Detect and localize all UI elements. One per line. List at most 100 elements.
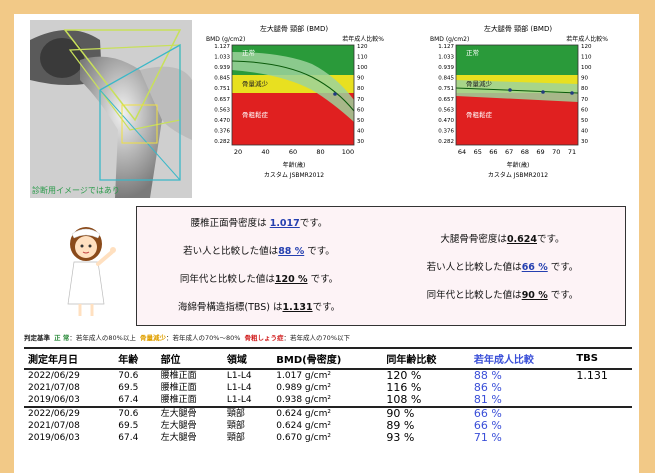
chart-x-tick-label: 60 bbox=[289, 148, 297, 156]
femur-result-box: 大腿骨骨密度は0.624です。 若い人と比較した値は66 % です。 同年代と比… bbox=[380, 206, 626, 326]
chart-x-tick-label: 100 bbox=[342, 148, 354, 156]
table-cell: 頸部 bbox=[222, 406, 273, 420]
bmd-chart-lifespan: 左大腿骨 頸部 (BMD) BMD (g/cm2) 若年成人比較% 正常 骨量減… bbox=[202, 22, 387, 212]
text: です。 bbox=[547, 290, 579, 301]
table-cell: 腰椎正面 bbox=[160, 395, 197, 405]
zone-label-reduced: 骨量減少 bbox=[242, 79, 269, 88]
chart-title: 左大腿骨 頸部 (BMD) bbox=[260, 24, 328, 33]
chart-right-unit: 若年成人比較% bbox=[566, 35, 608, 43]
table-cell: 左大腿骨 bbox=[160, 421, 197, 431]
xray-caption: 診断用イメージではあり bbox=[32, 186, 120, 195]
table-cell: 81 % bbox=[473, 393, 502, 406]
table-cell: 0.938 g/cm² bbox=[276, 395, 331, 405]
history-table: 測定年月日 年齢 部位 領域 BMD(骨密度) 同年齢比較 若年成人比較 TBS… bbox=[24, 347, 632, 444]
table-cell: 70.6 bbox=[114, 406, 157, 420]
femur-age-match-value: 90 % bbox=[521, 290, 548, 301]
femur-xray-graphic bbox=[30, 20, 192, 198]
legend-normal-key: 正 常 bbox=[54, 334, 70, 342]
col-site: 部位 bbox=[156, 347, 223, 370]
text: です。 bbox=[304, 246, 335, 257]
tbs-value: 1.131 bbox=[282, 302, 313, 313]
table-cell bbox=[572, 382, 632, 394]
col-young-adult: 若年成人比較 bbox=[469, 347, 573, 370]
table-cell: 0.624 g/cm² bbox=[276, 421, 331, 431]
chart-point bbox=[508, 88, 512, 92]
table-cell: 2021/07/08 bbox=[28, 383, 80, 393]
spine-young-adult-line: 若い人と比較した値は88 % です。 bbox=[137, 243, 381, 257]
table-row: 2021/07/08 69.5 腰椎正面 L1-L4 0.989 g/cm² 116 % 8… bbox=[24, 382, 632, 394]
table-cell: 左大腿骨 bbox=[156, 406, 223, 420]
table-cell bbox=[572, 432, 632, 444]
zone-label-reduced: 骨量減少 bbox=[466, 79, 493, 88]
table-cell: 頸部 bbox=[226, 421, 245, 431]
table-cell: 左大腿骨 bbox=[160, 433, 197, 443]
chart-x-tick-label: 67 bbox=[505, 148, 513, 156]
table-cell: 頸部 bbox=[226, 433, 245, 443]
bmd-chart-recent-svg: 左大腿骨 頸部 (BMD) BMD (g/cm2) 若年成人比較% 正常 骨量減… bbox=[430, 24, 608, 179]
chart-xlabel: 年齢(歳) bbox=[507, 161, 530, 169]
table-cell bbox=[572, 394, 632, 407]
zone-label-osteoporosis: 骨粗鬆症 bbox=[242, 110, 269, 119]
chart-y-tick-label: 0.751 bbox=[214, 86, 230, 92]
chart-reference: カスタム JSBMR2012 bbox=[488, 171, 548, 179]
report-sheet: 診断用イメージではあり 左大腿骨 頸部 (BMD) BMD (g/cm2) 若年… bbox=[14, 14, 639, 473]
table-cell: 2019/06/03 bbox=[28, 433, 80, 443]
chart-pct-tick-label: 100 bbox=[357, 65, 368, 71]
table-cell: 69.5 bbox=[118, 383, 139, 393]
table-cell: 120 % bbox=[386, 369, 422, 382]
legend-normal-text: ：若年成人の80%以上 bbox=[69, 334, 136, 342]
spine-bmd-line: 腰椎正面骨密度は 1.017です。 bbox=[137, 215, 381, 229]
spine-age-match-value: 120 % bbox=[274, 274, 308, 285]
chart-pct-tick-label: 50 bbox=[581, 118, 588, 124]
table-header-row: 測定年月日 年齢 部位 領域 BMD(骨密度) 同年齢比較 若年成人比較 TBS bbox=[24, 347, 632, 370]
femur-bmd-value: 0.624 bbox=[506, 234, 537, 245]
chart-y-tick-label: 0.939 bbox=[214, 65, 230, 71]
chart-x-tick-label: 65 bbox=[474, 148, 482, 156]
table-cell: 66 % bbox=[473, 419, 502, 432]
table-cell: 69.5 bbox=[118, 421, 139, 431]
table-cell: 89 % bbox=[386, 419, 415, 432]
chart-pct-tick-label: 40 bbox=[357, 128, 364, 134]
table-cell: 2019/06/03 bbox=[28, 395, 80, 405]
chart-y-tick-label: 0.845 bbox=[438, 76, 454, 82]
chart-pct-tick-label: 70 bbox=[581, 97, 588, 103]
chart-x-tick-label: 40 bbox=[261, 148, 269, 156]
femur-xray-image: 診断用イメージではあり bbox=[30, 20, 192, 198]
table-cell: 腰椎正面 bbox=[160, 371, 197, 381]
chart-y-tick-label: 0.845 bbox=[214, 76, 230, 82]
nurse-illustration bbox=[54, 222, 124, 318]
chart-x-tick-label: 68 bbox=[521, 148, 529, 156]
table-row: 2021/07/08 69.5 左大腿骨 頸部 0.624 g/cm² 89 % 66 % bbox=[24, 420, 632, 432]
chart-y-tick-label: 0.470 bbox=[438, 118, 454, 124]
chart-y-tick-label: 0.657 bbox=[214, 97, 230, 103]
chart-x-tick-label: 80 bbox=[316, 148, 324, 156]
spine-result-box: 腰椎正面骨密度は 1.017です。 若い人と比較した値は88 % です。 同年代… bbox=[136, 206, 382, 326]
chart-x-tick-label: 64 bbox=[458, 148, 466, 156]
table-cell: 88 % bbox=[473, 369, 502, 382]
table-cell: 66 % bbox=[469, 406, 573, 420]
chart-title: 左大腿骨 頸部 (BMD) bbox=[484, 24, 552, 33]
legend-reduced-key: 骨量減少 bbox=[140, 334, 166, 342]
table-cell: L1-L4 bbox=[226, 395, 252, 405]
table-cell: 2021/07/08 bbox=[28, 421, 80, 431]
chart-left-unit: BMD (g/cm2) bbox=[206, 36, 245, 43]
text: 同年代と比較した値は bbox=[426, 290, 522, 301]
chart-pct-tick-label: 50 bbox=[357, 118, 364, 124]
chart-pct-tick-label: 110 bbox=[357, 55, 368, 61]
zone-label-normal: 正常 bbox=[242, 48, 255, 57]
zone-label-normal: 正常 bbox=[466, 48, 479, 57]
chart-y-tick-label: 0.282 bbox=[438, 139, 454, 145]
criteria-legend: 判定基準 正 常：若年成人の80%以上 骨量減少：若年成人の70%〜80% 骨粗… bbox=[24, 332, 350, 342]
chart-x-tick-label: 66 bbox=[489, 148, 497, 156]
text: 大腿骨骨密度は bbox=[440, 234, 507, 245]
chart-y-tick-label: 1.127 bbox=[214, 44, 230, 50]
col-bmd: BMD(骨密度) bbox=[272, 347, 383, 370]
table-cell: 67.4 bbox=[118, 433, 139, 443]
chart-point bbox=[541, 90, 545, 94]
chart-y-tick-label: 1.033 bbox=[214, 55, 230, 61]
chart-y-tick-label: 0.657 bbox=[438, 97, 454, 103]
table-cell: 86 % bbox=[473, 381, 502, 394]
chart-x-tick-label: 71 bbox=[568, 148, 576, 156]
table-row: 2022/06/29 70.6 腰椎正面 L1-L4 1.017 g/cm² 120 % 8… bbox=[24, 369, 632, 382]
chart-y-tick-label: 1.127 bbox=[438, 44, 454, 50]
